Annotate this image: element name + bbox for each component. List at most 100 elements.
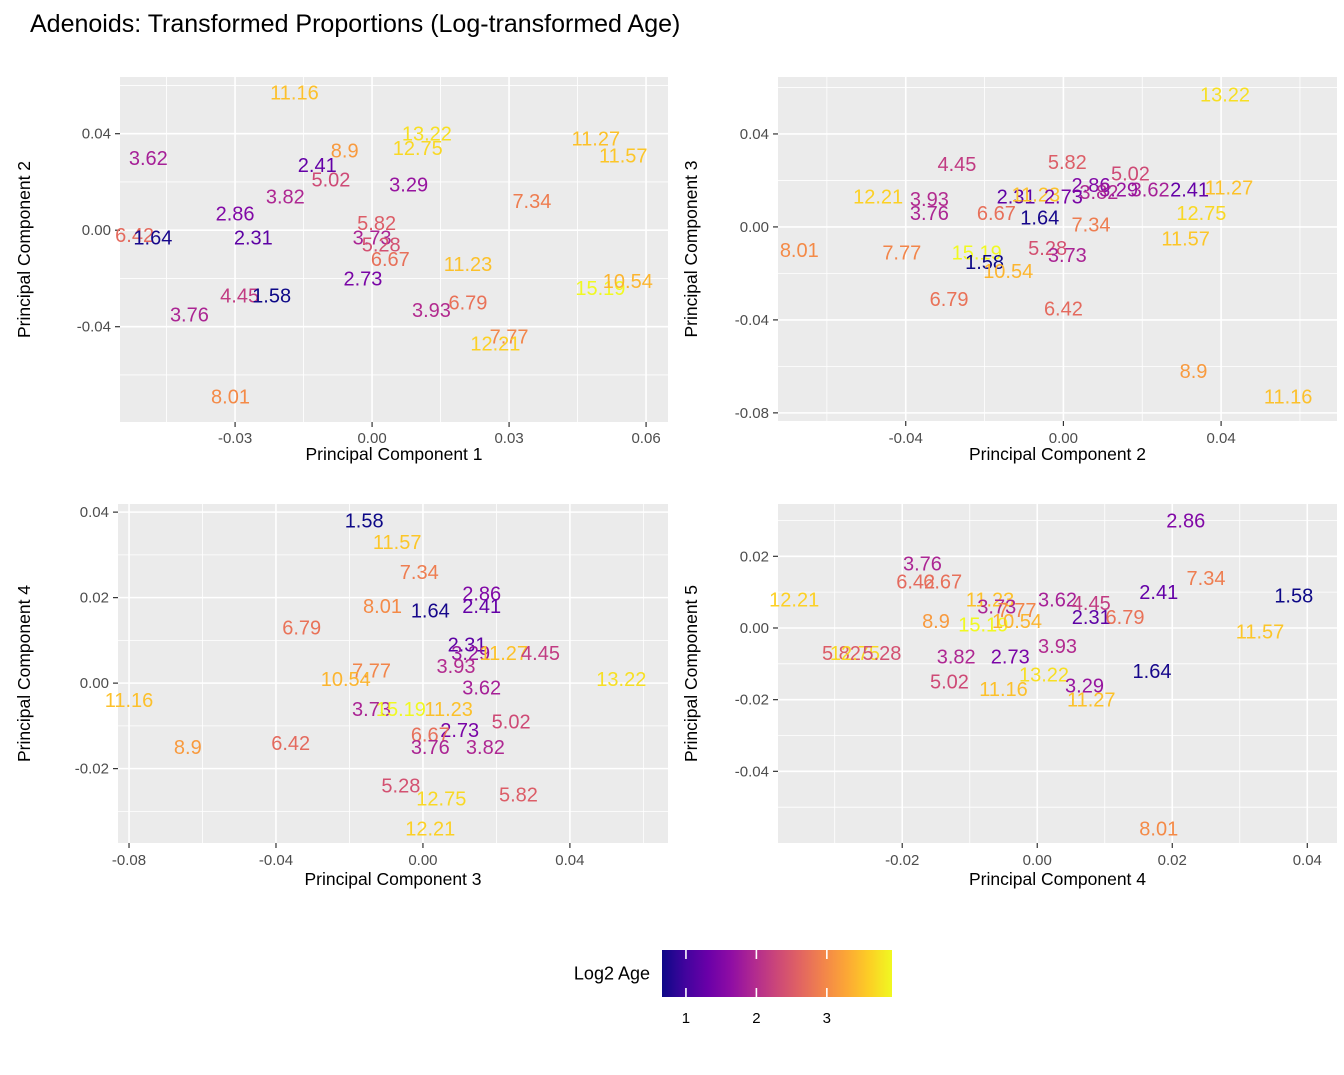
data-point-label: 2.86	[462, 583, 501, 605]
x-tick-label: -0.02	[885, 852, 919, 869]
y-tick-label: 0.04	[80, 504, 109, 521]
y-tick-label: -0.02	[735, 692, 769, 709]
data-point-label: 12.21	[405, 818, 455, 840]
data-point-label: 11.27	[479, 643, 528, 665]
data-point-label: 3.76	[170, 305, 209, 327]
data-point-label: 11.16	[270, 83, 319, 105]
data-point-label: 12.75	[830, 643, 880, 665]
data-point-label: 2.86	[216, 203, 255, 225]
x-axis-title: Principal Component 2	[969, 444, 1146, 464]
data-point-label: 10.54	[983, 261, 1033, 283]
data-point-label: 3.82	[937, 647, 976, 669]
data-point-label: 3.93	[412, 300, 451, 322]
data-point-label: 1.64	[1133, 661, 1172, 683]
data-point-label: 5.82	[357, 213, 396, 235]
panel-pc4-vs-pc5: -0.02 0.00 0.02 0.04 -0.04 -0.02 0.00 0.02 Princ…	[681, 504, 1337, 889]
panel-pc1-vs-pc2: -0.03 0.00 0.03 0.06 -0.04 0.00 0.04 Principal …	[14, 77, 668, 464]
data-point-label: 13.22	[596, 669, 646, 691]
y-tick-label: 0.02	[740, 548, 769, 565]
x-tick-label: 0.04	[1293, 852, 1322, 869]
data-point-label: 15.19	[575, 278, 625, 300]
data-point-label: 5.28	[1028, 238, 1067, 260]
data-point-label: 7.34	[512, 191, 551, 213]
data-point-label: 13.22	[402, 124, 452, 146]
y-tick-label: 0.00	[740, 219, 769, 236]
data-point-label: 6.42	[1044, 298, 1083, 320]
data-point-label: 3.76	[903, 553, 942, 575]
data-point-label: 12.75	[1176, 203, 1226, 225]
data-point-label: 11.57	[1161, 229, 1210, 251]
data-point-label: 7.34	[1187, 568, 1226, 590]
y-axis-title: Principal Component 4	[14, 585, 34, 762]
data-point-label: 5.02	[930, 672, 969, 694]
data-point-label: 2.73	[440, 720, 479, 742]
data-point-label: 3.82	[266, 186, 305, 208]
data-point-label: 3.62	[1038, 589, 1077, 611]
data-point-label: 8.01	[211, 387, 250, 409]
figure-title: Adenoids: Transformed Proportions (Log-t…	[30, 10, 681, 38]
data-point-label: 11.27	[1067, 690, 1116, 712]
data-point-label: 5.82	[499, 784, 538, 806]
data-point-label: 11.16	[1264, 387, 1313, 409]
y-tick-label: 0.04	[82, 126, 111, 143]
data-point-label: 3.29	[1099, 180, 1138, 202]
y-tick-label: 0.00	[80, 675, 109, 692]
y-tick-label: 0.00	[82, 222, 111, 239]
data-point-label: 3.62	[462, 677, 501, 699]
data-point-label: 8.01	[780, 240, 819, 262]
data-point-label: 7.77	[352, 660, 391, 682]
data-point-label: 2.41	[1170, 180, 1209, 202]
data-point-label: 5.82	[1048, 152, 1087, 174]
y-axis-title: Principal Component 5	[681, 585, 701, 762]
data-point-label: 12.21	[853, 187, 903, 209]
data-point-label: 2.73	[991, 647, 1030, 669]
data-point-label: 13.22	[1019, 665, 1069, 687]
data-point-label: 4.45	[220, 285, 259, 307]
data-point-label: 3.93	[1038, 636, 1077, 658]
data-point-label: 10.54	[321, 669, 371, 691]
data-point-label: 3.62	[1131, 180, 1170, 202]
data-point-label: 3.82	[1079, 182, 1118, 204]
y-tick-label: -0.04	[735, 312, 769, 329]
data-point-label: 6.67	[411, 724, 450, 746]
data-point-label: 7.34	[400, 562, 439, 584]
x-tick-label: 0.04	[1206, 430, 1235, 447]
legend-tick-label: 1	[682, 1010, 690, 1027]
data-point-label: 8.9	[174, 737, 202, 759]
data-point-label: 4.45	[938, 154, 977, 176]
data-point-label: 11.57	[1236, 622, 1285, 644]
data-point-label: 12.75	[416, 789, 466, 811]
data-point-label: 8.9	[331, 141, 359, 163]
y-tick-label: -0.08	[735, 405, 769, 422]
x-tick-label: -0.03	[218, 430, 252, 447]
data-point-label: 1.58	[345, 511, 384, 533]
y-tick-label: -0.04	[735, 763, 769, 780]
data-point-label: 6.67	[977, 203, 1016, 225]
y-tick-label: -0.04	[77, 319, 111, 336]
data-point-label: 13.22	[1200, 84, 1250, 106]
data-point-label: 11.23	[444, 254, 493, 276]
data-point-label: 2.86	[1072, 175, 1111, 197]
data-point-label: 1.64	[1020, 208, 1059, 230]
data-point-label: 11.23	[966, 589, 1015, 611]
data-point-label: 2.31	[997, 187, 1036, 209]
data-point-label: 12.21	[769, 589, 819, 611]
data-point-label: 6.42	[115, 225, 154, 247]
data-point-label: 1.58	[1274, 586, 1313, 608]
panel-pc3-vs-pc4: -0.08 -0.04 0.00 0.04 -0.02 0.00 0.02 0.04 Princ…	[14, 504, 668, 889]
x-tick-label: 0.00	[1049, 430, 1078, 447]
x-axis-title: Principal Component 3	[304, 869, 481, 889]
data-point-label: 10.54	[992, 611, 1042, 633]
data-point-label: 12.21	[470, 334, 520, 356]
data-point-label: 1.58	[252, 285, 291, 307]
data-point-label: 11.57	[599, 145, 648, 167]
data-point-label: 4.45	[521, 643, 560, 665]
data-point-label: 5.28	[381, 776, 420, 798]
data-point-label: 8.01	[1139, 819, 1178, 841]
legend-title: Log2 Age	[574, 964, 650, 984]
data-point-label: 2.31	[234, 227, 273, 249]
data-point-label: 10.54	[603, 271, 653, 293]
data-point-label: 6.79	[282, 618, 321, 640]
